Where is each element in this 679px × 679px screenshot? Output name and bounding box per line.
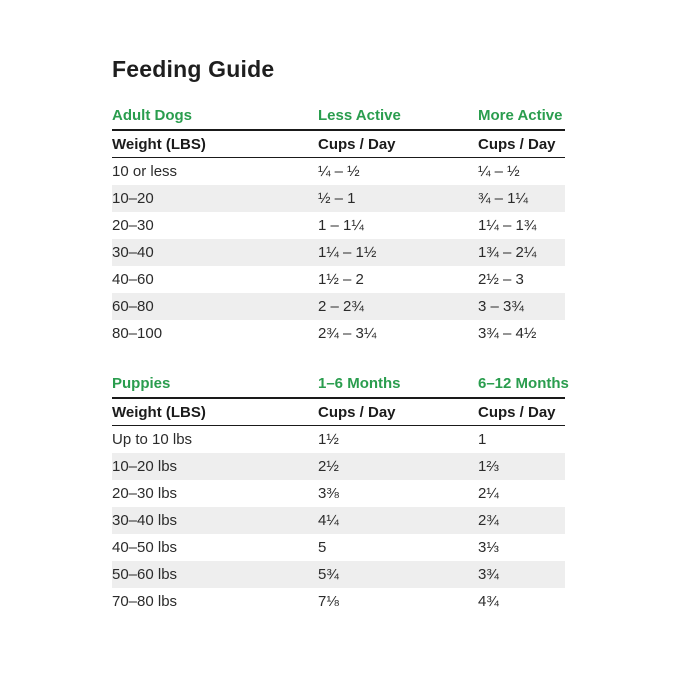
- cups-cell: 2¾: [478, 512, 499, 529]
- adult-dogs-table-body: 10 or less ¼ – ½ ¼ – ½ 10–20 ½ – 1 ¾ – 1…: [112, 158, 565, 347]
- table-row: 50–60 lbs 5¾ 3¾: [112, 561, 565, 588]
- cups-cell: 3 – 3¾: [478, 298, 524, 315]
- column-header-adult-dogs: Adult Dogs: [112, 106, 192, 124]
- cups-cell: 1½ – 2: [318, 271, 364, 288]
- table-row: 10–20 ½ – 1 ¾ – 1¼: [112, 185, 565, 212]
- table-row: 40–50 lbs 5 3⅓: [112, 534, 565, 561]
- table-row: 80–100 2¾ – 3¼ 3¾ – 4½: [112, 320, 565, 347]
- cups-cell: 1⅔: [478, 458, 499, 475]
- weight-cell: 50–60 lbs: [112, 566, 178, 583]
- page-title: Feeding Guide: [112, 56, 275, 82]
- adult-dogs-header-row: Adult Dogs Less Active More Active: [112, 101, 565, 129]
- column-header-1-6-months: 1–6 Months: [318, 374, 401, 392]
- adult-dogs-subheader-row: Weight (LBS) Cups / Day Cups / Day: [112, 129, 565, 158]
- cups-cell: 1½: [318, 431, 339, 448]
- table-row: 60–80 2 – 2¾ 3 – 3¾: [112, 293, 565, 320]
- weight-cell: 40–60: [112, 271, 154, 288]
- table-row: 20–30 1 – 1¼ 1¼ – 1¾: [112, 212, 565, 239]
- column-header-less-active: Less Active: [318, 106, 401, 124]
- cups-cell: 3⅜: [318, 485, 339, 502]
- cups-cell: 2¼: [478, 485, 499, 502]
- subheader-cups-per-day: Cups / Day: [478, 135, 556, 153]
- cups-cell: 3⅓: [478, 539, 499, 556]
- table-row: 70–80 lbs 7⅛ 4¾: [112, 588, 565, 615]
- weight-cell: 10–20: [112, 190, 154, 207]
- weight-cell: Up to 10 lbs: [112, 431, 193, 448]
- subheader-weight-lbs: Weight (LBS): [112, 403, 206, 421]
- cups-cell: ¼ – ½: [478, 163, 520, 180]
- subheader-cups-per-day: Cups / Day: [318, 403, 396, 421]
- puppies-header-row: Puppies 1–6 Months 6–12 Months: [112, 369, 569, 397]
- column-header-more-active: More Active: [478, 106, 563, 124]
- weight-cell: 80–100: [112, 325, 163, 342]
- cups-cell: 2½: [318, 458, 339, 475]
- table-row: Up to 10 lbs 1½ 1: [112, 426, 565, 453]
- cups-cell: 1¼ – 1¾: [478, 217, 537, 234]
- subheader-cups-per-day: Cups / Day: [478, 403, 556, 421]
- weight-cell: 60–80: [112, 298, 154, 315]
- cups-cell: 2¾ – 3¼: [318, 325, 377, 342]
- cups-cell: 4¾: [478, 593, 499, 610]
- cups-cell: 1: [478, 431, 487, 448]
- cups-cell: 1¼ – 1½: [318, 244, 377, 261]
- cups-cell: 3¾: [478, 566, 499, 583]
- weight-cell: 70–80 lbs: [112, 593, 178, 610]
- cups-cell: 7⅛: [318, 593, 339, 610]
- weight-cell: 30–40 lbs: [112, 512, 178, 529]
- table-row: 30–40 lbs 4¼ 2¾: [112, 507, 565, 534]
- puppies-table: Puppies 1–6 Months 6–12 Months Weight (L…: [112, 369, 569, 615]
- cups-cell: 2 – 2¾: [318, 298, 364, 315]
- cups-cell: 5¾: [318, 566, 339, 583]
- table-row: 10 or less ¼ – ½ ¼ – ½: [112, 158, 565, 185]
- column-header-6-12-months: 6–12 Months: [478, 374, 569, 392]
- puppies-table-body: Up to 10 lbs 1½ 1 10–20 lbs 2½ 1⅔ 20–30 …: [112, 426, 565, 615]
- subheader-cups-per-day: Cups / Day: [318, 135, 396, 153]
- weight-cell: 30–40: [112, 244, 154, 261]
- cups-cell: 2½ – 3: [478, 271, 524, 288]
- subheader-weight-lbs: Weight (LBS): [112, 135, 206, 153]
- table-row: 20–30 lbs 3⅜ 2¼: [112, 480, 565, 507]
- cups-cell: 5: [318, 539, 327, 556]
- feeding-guide-page: Feeding Guide Adult Dogs Less Active Mor…: [112, 56, 569, 615]
- weight-cell: 40–50 lbs: [112, 539, 178, 556]
- weight-cell: 20–30: [112, 217, 154, 234]
- table-row: 40–60 1½ – 2 2½ – 3: [112, 266, 565, 293]
- cups-cell: 4¼: [318, 512, 339, 529]
- table-row: 30–40 1¼ – 1½ 1¾ – 2¼: [112, 239, 565, 266]
- cups-cell: 1 – 1¼: [318, 217, 364, 234]
- cups-cell: ¼ – ½: [318, 163, 360, 180]
- weight-cell: 20–30 lbs: [112, 485, 178, 502]
- cups-cell: 1¾ – 2¼: [478, 244, 537, 261]
- adult-dogs-table: Adult Dogs Less Active More Active Weigh…: [112, 101, 565, 347]
- table-row: 10–20 lbs 2½ 1⅔: [112, 453, 565, 480]
- weight-cell: 10 or less: [112, 163, 178, 180]
- cups-cell: ½ – 1: [318, 190, 356, 207]
- column-header-puppies: Puppies: [112, 374, 171, 392]
- weight-cell: 10–20 lbs: [112, 458, 178, 475]
- cups-cell: 3¾ – 4½: [478, 325, 537, 342]
- cups-cell: ¾ – 1¼: [478, 190, 529, 207]
- puppies-subheader-row: Weight (LBS) Cups / Day Cups / Day: [112, 397, 565, 426]
